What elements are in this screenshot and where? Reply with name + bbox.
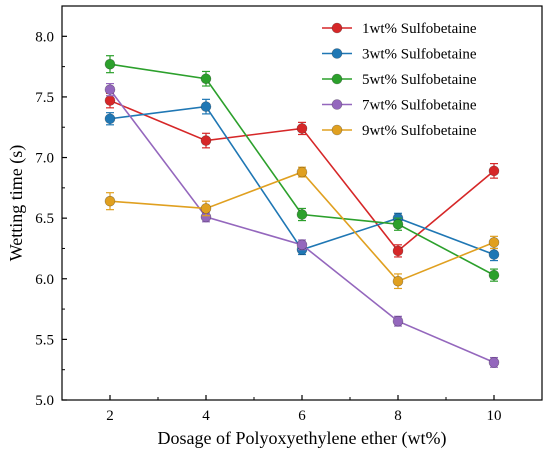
data-point xyxy=(200,101,212,112)
legend-label: 9wt% Sulfobetaine xyxy=(362,123,477,139)
data-point xyxy=(488,165,500,177)
x-axis-title: Dosage of Polyoxyethylene ether (wt%) xyxy=(158,428,447,449)
data-point xyxy=(200,203,212,214)
y-tick-label: 6.0 xyxy=(35,272,54,288)
legend: 1wt% Sulfobetaine 3wt% Sulfobetaine 5wt% S… xyxy=(322,21,477,139)
x-tick-label: 6 xyxy=(298,408,306,424)
data-point xyxy=(488,249,500,260)
data-point xyxy=(296,123,308,134)
data-point xyxy=(296,209,308,220)
data-point xyxy=(104,195,116,207)
data-point xyxy=(488,237,500,248)
series-4 xyxy=(104,82,500,368)
x-tick-label: 10 xyxy=(487,408,502,424)
y-axis-title: Wetting time (s) xyxy=(6,145,27,262)
legend-swatch-marker xyxy=(331,124,343,136)
data-point xyxy=(488,357,500,368)
series-5 xyxy=(104,166,500,290)
y-tick-label: 5.0 xyxy=(35,393,54,409)
x-tick-label: 8 xyxy=(394,408,402,424)
series-line xyxy=(109,171,495,283)
data-point xyxy=(392,315,404,327)
legend-swatch-marker xyxy=(331,22,343,34)
legend-label: 1wt% Sulfobetaine xyxy=(362,21,477,37)
data-point xyxy=(200,73,212,85)
data-point xyxy=(104,58,116,70)
data-point xyxy=(296,166,308,178)
y-tick-label: 5.5 xyxy=(35,332,54,348)
legend-label: 5wt% Sulfobetaine xyxy=(362,72,477,88)
legend-label: 7wt% Sulfobetaine xyxy=(362,98,477,114)
data-point xyxy=(104,95,116,106)
y-axis: 5.0 5.5 6.0 6.5 7.0 7.5 8.0 xyxy=(35,29,67,409)
legend-swatch-marker xyxy=(331,99,343,110)
y-tick-label: 7.0 xyxy=(35,151,54,167)
data-point xyxy=(392,275,404,287)
data-point xyxy=(200,135,212,146)
data-point xyxy=(104,84,116,95)
data-point xyxy=(104,113,116,125)
data-point xyxy=(392,245,404,257)
x-axis: 2 4 6 8 10 xyxy=(106,395,502,424)
legend-swatch-marker xyxy=(331,73,343,85)
series-3 xyxy=(104,55,500,282)
data-point xyxy=(392,218,404,230)
x-tick-label: 4 xyxy=(202,408,210,424)
x-tick-label: 2 xyxy=(106,408,114,424)
y-tick-label: 6.5 xyxy=(35,211,54,227)
series-layer xyxy=(104,55,500,368)
y-tick-label: 7.5 xyxy=(35,90,54,106)
legend-swatch-marker xyxy=(331,48,343,59)
legend-label: 3wt% Sulfobetaine xyxy=(362,47,477,63)
y-tick-label: 8.0 xyxy=(35,29,54,45)
data-point xyxy=(488,269,500,281)
data-point xyxy=(296,239,308,251)
